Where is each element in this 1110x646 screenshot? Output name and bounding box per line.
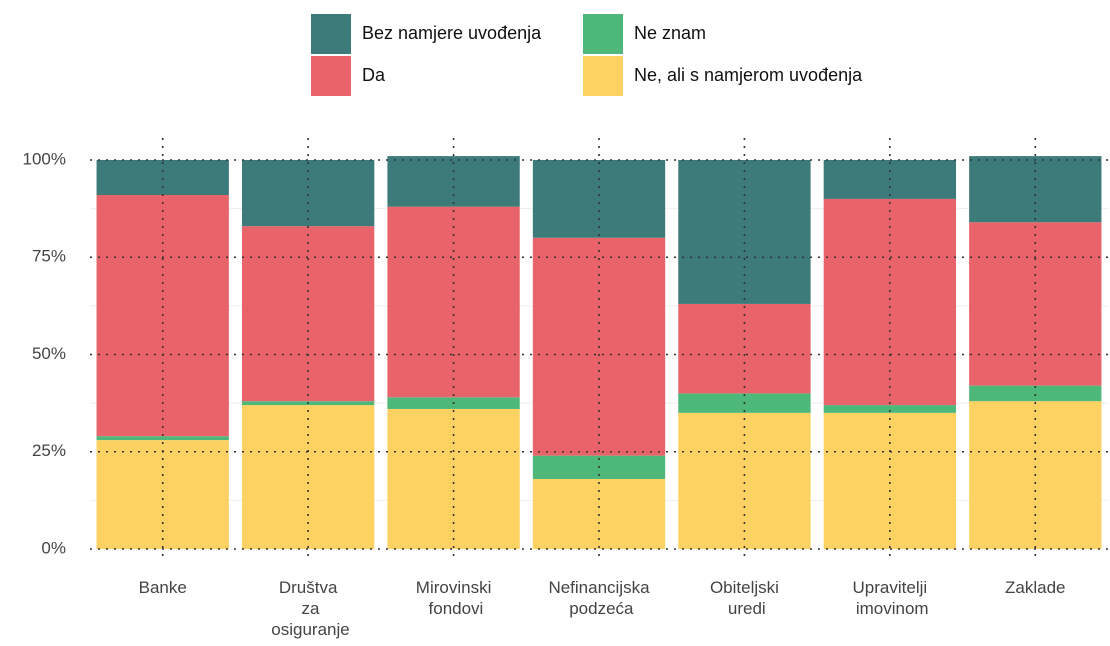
legend-swatch: [311, 56, 351, 96]
bar-segment: [241, 405, 375, 549]
y-tick-label: 50%: [32, 344, 66, 363]
bar-segment: [387, 408, 520, 549]
legend-label: Bez namjere uvođenja: [362, 23, 542, 43]
x-tick-label: Banke: [139, 578, 187, 597]
x-tick-label: Mirovinski fondovi: [416, 578, 492, 618]
legend-swatch: [311, 14, 351, 54]
bar-segment: [969, 222, 1102, 386]
bar-segment: [969, 385, 1102, 402]
bar-segment: [678, 412, 811, 549]
bar-segment: [96, 440, 229, 549]
bar-segment: [823, 198, 957, 406]
x-tick-label: Nefinancijska podzeća: [548, 578, 650, 618]
x-tick-label: Upravitelji imovinom: [851, 578, 928, 618]
bar-segment: [96, 160, 229, 196]
y-tick-label: 75%: [32, 247, 66, 266]
x-tick-label: Društva za osiguranje: [267, 578, 350, 639]
legend-label: Ne znam: [634, 23, 706, 43]
bar-segment: [387, 206, 520, 398]
y-tick-label: 25%: [32, 441, 66, 460]
x-tick-label: Obiteljski uredi: [710, 578, 779, 618]
bar-segment: [241, 226, 375, 402]
bar-segment: [823, 405, 957, 413]
bar-segment: [387, 156, 520, 207]
bar-segment: [678, 160, 811, 304]
y-tick-label: 0%: [41, 538, 66, 557]
legend-swatch: [583, 56, 623, 96]
legend-label: Da: [362, 65, 386, 85]
bar-segment: [823, 412, 957, 549]
bar-segment: [969, 156, 1102, 223]
y-tick-label: 100%: [23, 149, 66, 168]
legend-label: Ne, ali s namjerom uvođenja: [634, 65, 863, 85]
legend-swatch: [583, 14, 623, 54]
bar-segment: [532, 160, 666, 238]
x-tick-label: Zaklade: [1005, 578, 1065, 597]
bar-segment: [96, 436, 229, 441]
bar-segment: [241, 160, 375, 227]
